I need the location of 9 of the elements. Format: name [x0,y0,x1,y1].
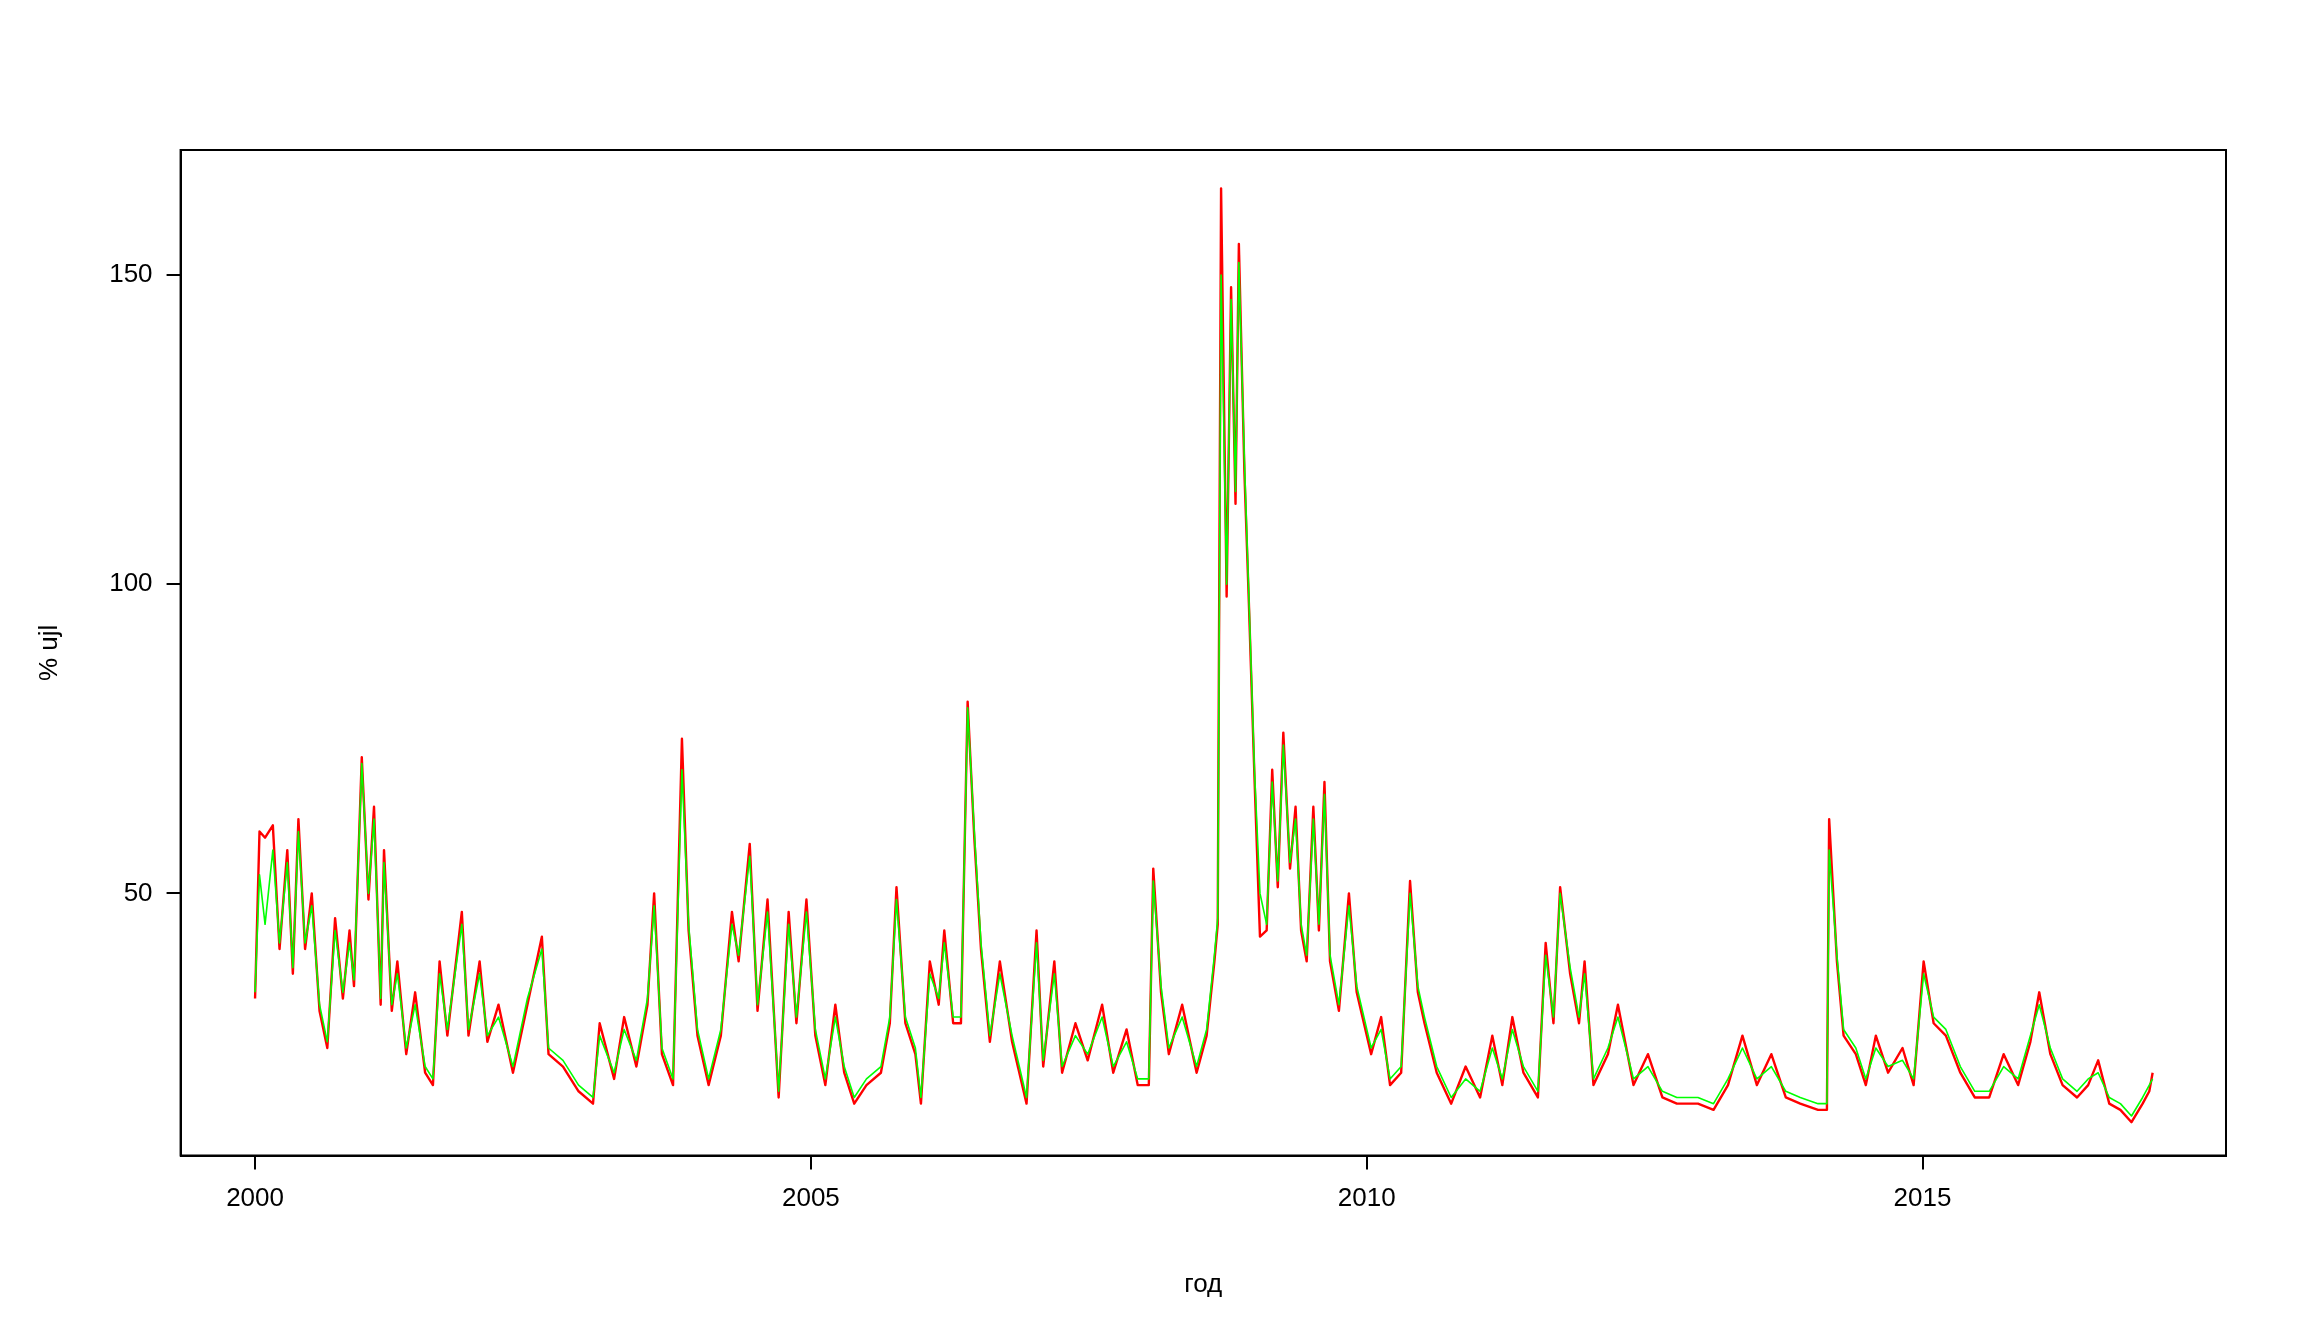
y-tick-label: 50 [123,876,153,907]
x-tick-label: 2005 [781,1182,840,1213]
x-tick-label: 2010 [1337,1182,1396,1213]
x-axis-title: год [1184,1267,1223,1298]
y-tick-label: 100 [109,567,153,598]
y-tick-label: 150 [109,258,153,289]
x-tick-label: 2000 [226,1182,284,1213]
y-axis-title: % ujl [32,624,63,681]
x-tick-label: 2015 [1893,1182,1952,1213]
